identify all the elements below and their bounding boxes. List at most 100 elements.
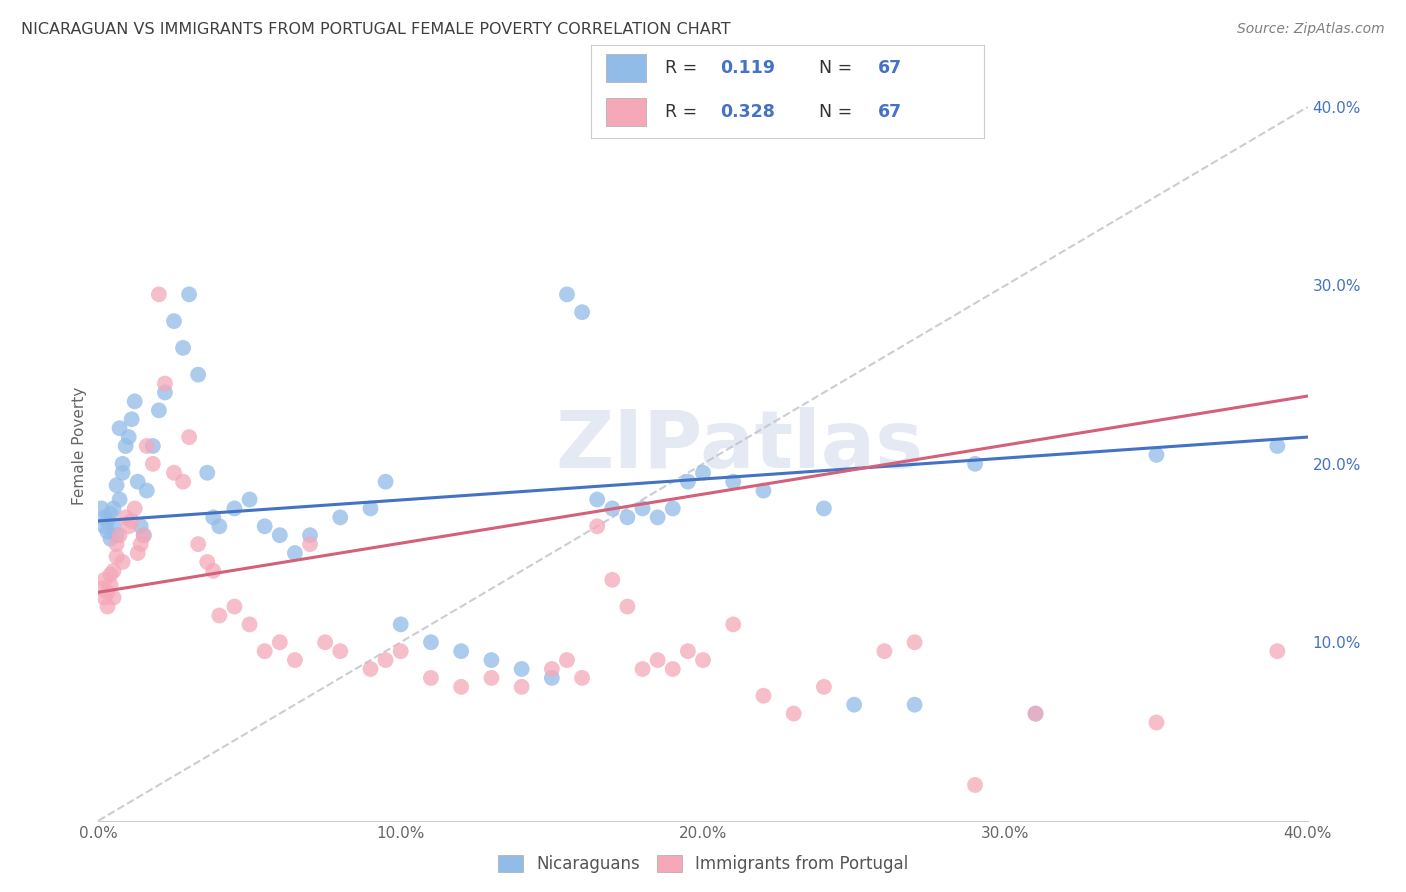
Point xyxy=(148,287,170,301)
Point xyxy=(374,653,396,667)
Point xyxy=(118,519,141,533)
Point xyxy=(239,492,262,507)
Point xyxy=(108,528,131,542)
Point xyxy=(602,501,624,516)
Text: NICARAGUAN VS IMMIGRANTS FROM PORTUGAL FEMALE POVERTY CORRELATION CHART: NICARAGUAN VS IMMIGRANTS FROM PORTUGAL F… xyxy=(21,22,731,37)
Point xyxy=(586,519,609,533)
Point xyxy=(105,549,128,564)
Point xyxy=(129,519,152,533)
Point xyxy=(108,492,131,507)
Point xyxy=(224,501,246,516)
Point xyxy=(360,662,382,676)
Point xyxy=(904,698,927,712)
Point xyxy=(631,501,654,516)
Point xyxy=(360,501,382,516)
Point xyxy=(723,617,745,632)
Point xyxy=(96,585,118,599)
Point xyxy=(111,457,134,471)
Point xyxy=(142,457,165,471)
Text: R =: R = xyxy=(665,103,703,121)
Point xyxy=(195,555,218,569)
Point xyxy=(100,578,122,592)
Point xyxy=(96,524,118,539)
Point xyxy=(389,617,412,632)
Point xyxy=(208,608,231,623)
Point xyxy=(510,680,533,694)
Point xyxy=(153,376,176,391)
Point xyxy=(172,341,194,355)
Point xyxy=(873,644,896,658)
Point xyxy=(662,662,685,676)
Point xyxy=(105,537,128,551)
Point xyxy=(100,567,122,582)
Point xyxy=(187,537,209,551)
Text: N =: N = xyxy=(818,59,858,77)
Text: 67: 67 xyxy=(877,103,903,121)
Bar xyxy=(606,98,645,126)
Point xyxy=(676,644,699,658)
Point xyxy=(93,573,115,587)
Point xyxy=(752,689,775,703)
Point xyxy=(647,653,669,667)
Point xyxy=(103,501,125,516)
Point xyxy=(692,466,714,480)
Point xyxy=(105,478,128,492)
Point xyxy=(450,680,472,694)
Point xyxy=(135,483,157,498)
Point xyxy=(481,653,503,667)
Point xyxy=(420,635,443,649)
Point xyxy=(127,546,149,560)
Point xyxy=(253,519,276,533)
Point xyxy=(965,778,987,792)
Point xyxy=(450,644,472,658)
Point xyxy=(124,501,146,516)
Point xyxy=(111,466,134,480)
Point xyxy=(284,653,307,667)
Point xyxy=(329,510,352,524)
Point xyxy=(121,412,143,426)
Point xyxy=(239,617,262,632)
Point xyxy=(118,430,141,444)
Point xyxy=(813,501,835,516)
Point xyxy=(90,582,112,596)
Point xyxy=(616,599,638,614)
Y-axis label: Female Poverty: Female Poverty xyxy=(72,387,87,505)
Point xyxy=(148,403,170,417)
Point xyxy=(208,519,231,533)
Point xyxy=(179,430,201,444)
Point xyxy=(105,528,128,542)
Point xyxy=(93,510,115,524)
Point xyxy=(752,483,775,498)
Point xyxy=(114,510,136,524)
Point xyxy=(103,591,125,605)
Point xyxy=(329,644,352,658)
Point xyxy=(90,501,112,516)
Point xyxy=(124,394,146,409)
Point xyxy=(723,475,745,489)
Point xyxy=(314,635,336,649)
Point xyxy=(93,519,115,533)
Point xyxy=(555,287,578,301)
Point xyxy=(1144,448,1167,462)
Point xyxy=(1267,439,1289,453)
Point xyxy=(224,599,246,614)
Text: N =: N = xyxy=(818,103,858,121)
Point xyxy=(127,475,149,489)
Point xyxy=(163,314,186,328)
Text: 0.328: 0.328 xyxy=(720,103,775,121)
Point xyxy=(662,501,685,516)
Point xyxy=(647,510,669,524)
Point xyxy=(93,591,115,605)
Point xyxy=(676,475,699,489)
Point xyxy=(510,662,533,676)
Point xyxy=(195,466,218,480)
Point xyxy=(142,439,165,453)
Point xyxy=(571,305,593,319)
Point xyxy=(96,599,118,614)
Point xyxy=(103,519,125,533)
Point xyxy=(132,528,155,542)
Point xyxy=(631,662,654,676)
Point xyxy=(540,662,562,676)
Point xyxy=(783,706,806,721)
Point xyxy=(111,555,134,569)
